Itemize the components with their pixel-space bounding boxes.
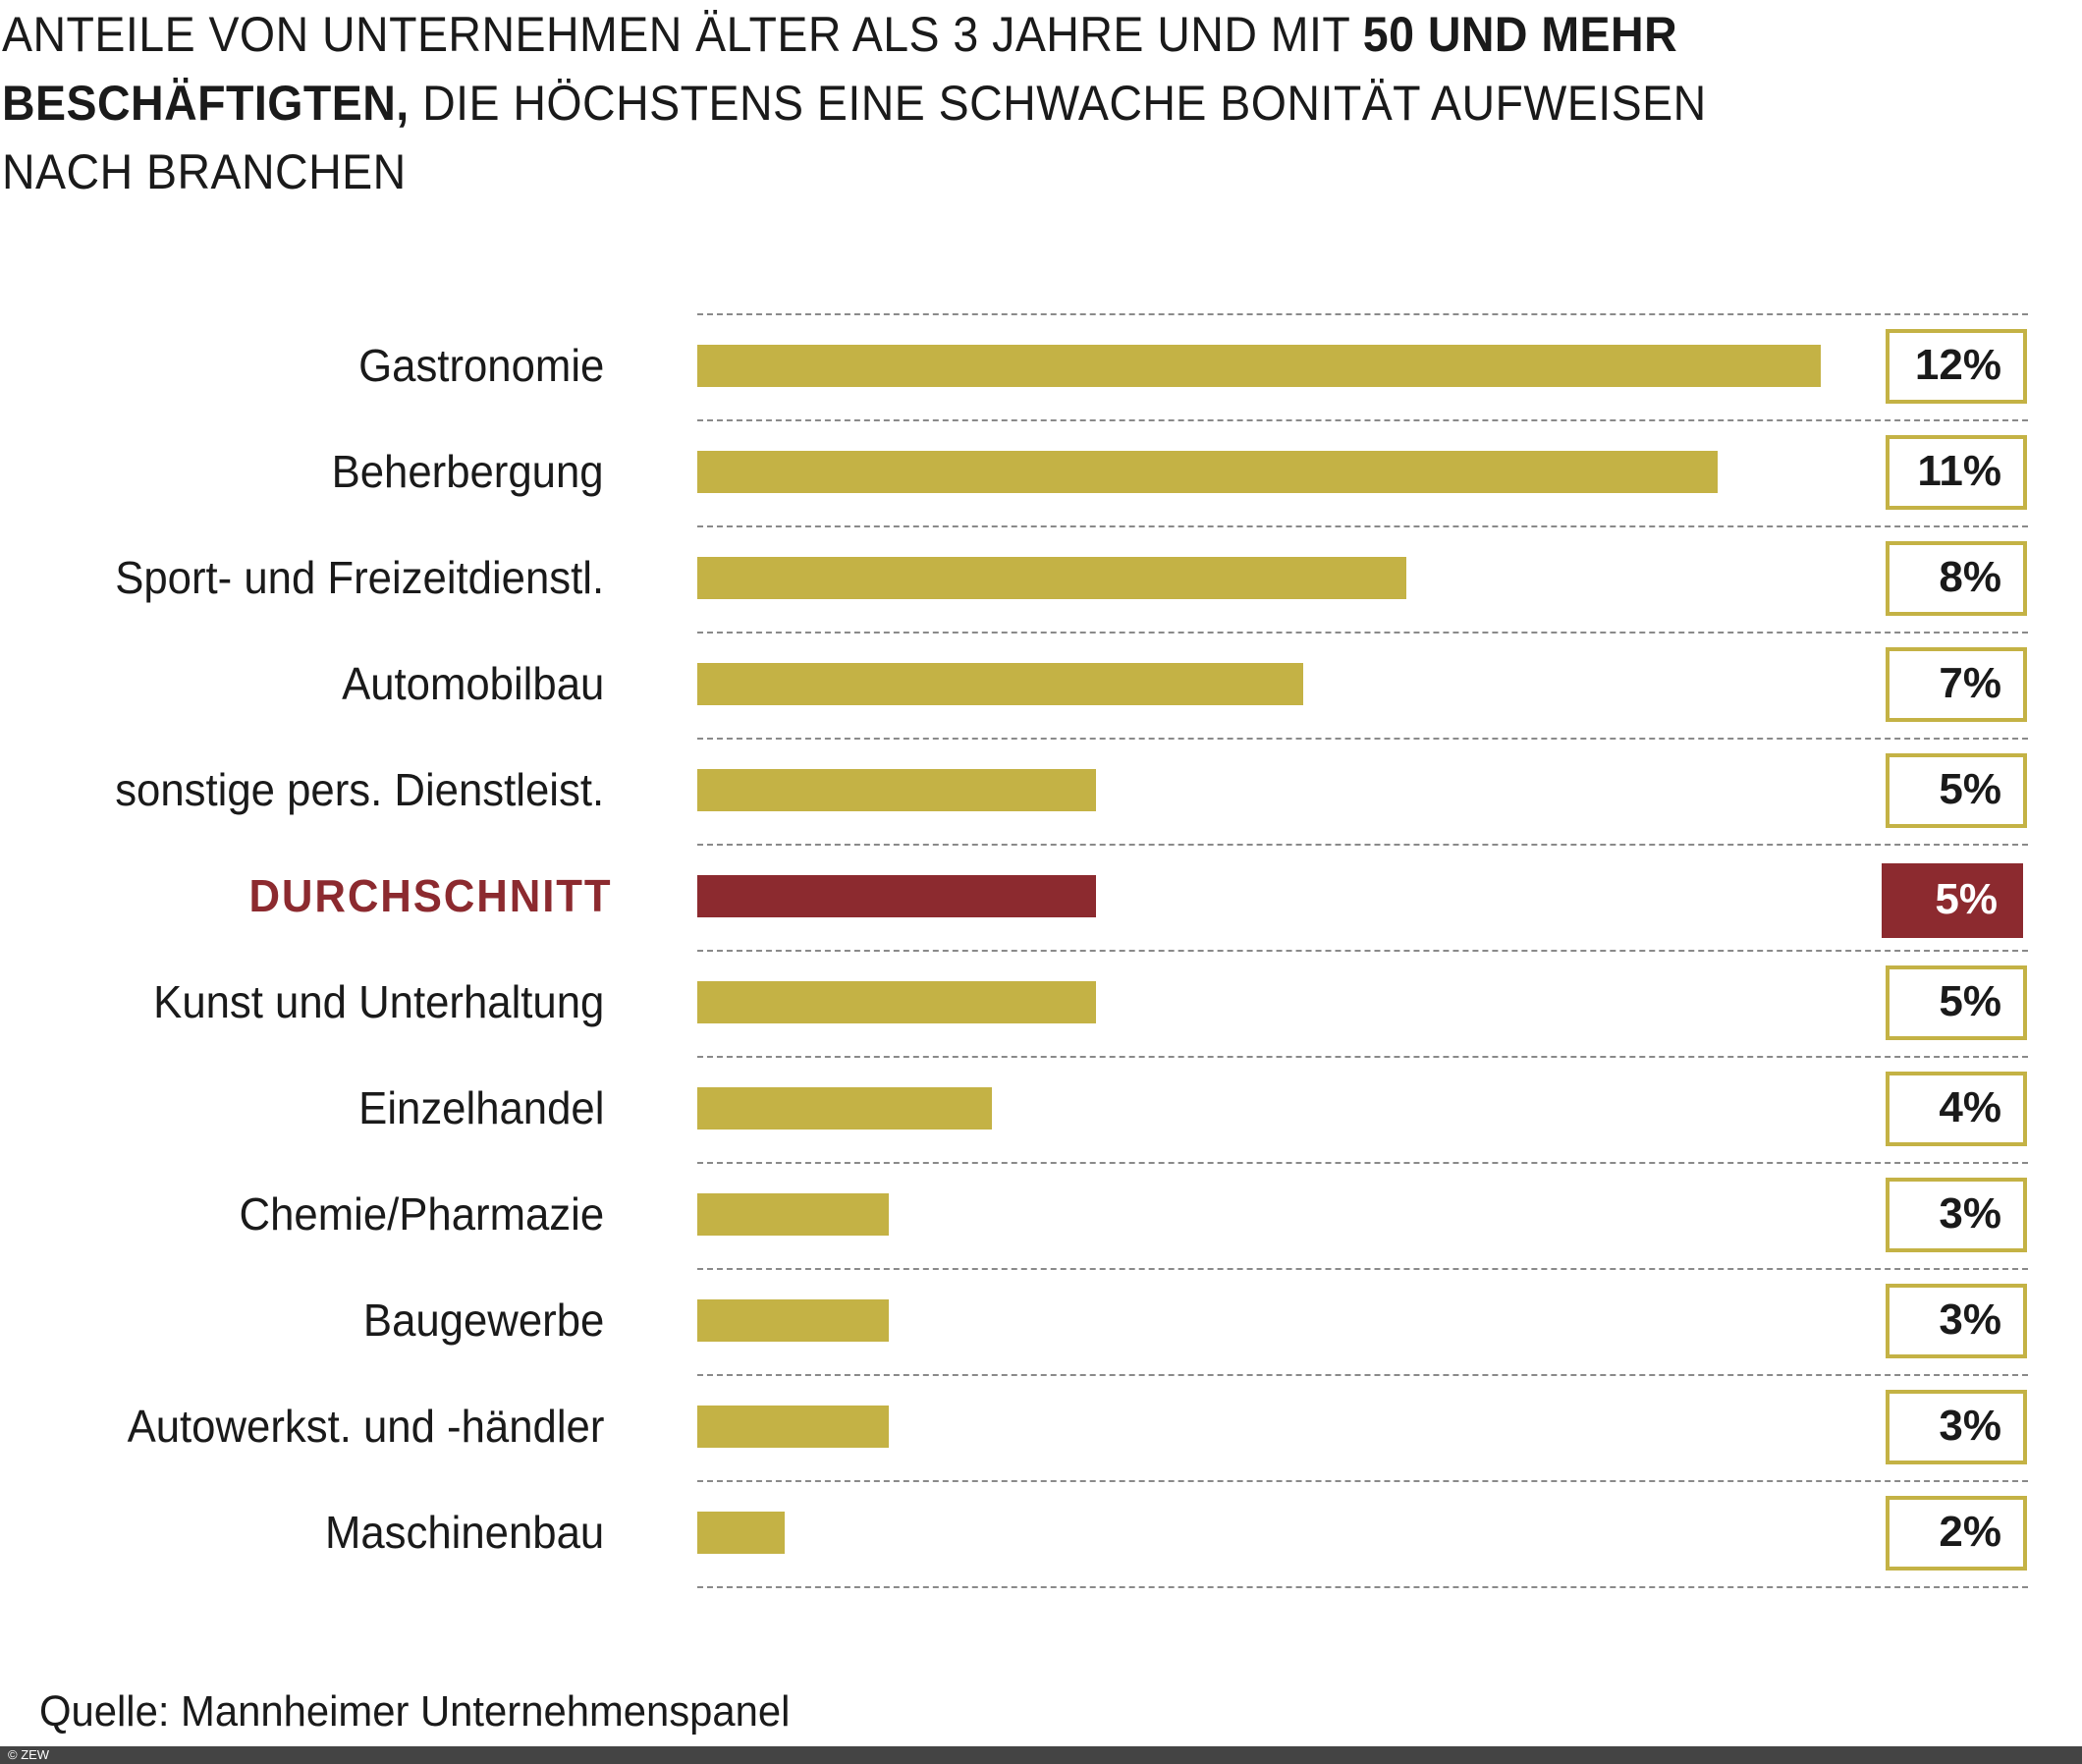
grid-line: [697, 1162, 2028, 1164]
title-text: NACH BRANCHEN: [2, 144, 407, 199]
grid-line: [697, 419, 2028, 421]
grid-line: [697, 950, 2028, 952]
category-label: Chemie/Pharmazie: [239, 1188, 604, 1240]
bar: [697, 1299, 889, 1342]
title-text: DIE HÖCHSTENS EINE SCHWACHE BONITÄT AUFW…: [409, 76, 1707, 131]
grid-line: [697, 525, 2028, 527]
value-label: 4%: [1939, 1083, 2001, 1131]
value-label-box: 5%: [1882, 863, 2023, 938]
value-label: 3%: [1939, 1189, 2001, 1238]
title-bold-text: 50 UND MEHR: [1362, 7, 1678, 62]
title-bold-text: BESCHÄFTIGTEN,: [2, 76, 410, 131]
grid-line: [697, 1586, 2028, 1588]
value-label-box: 5%: [1886, 753, 2027, 828]
source-note: Quelle: Mannheimer Unternehmenspanel: [39, 1687, 791, 1736]
value-label-box: 2%: [1886, 1496, 2027, 1571]
category-label: Einzelhandel: [357, 1082, 604, 1133]
value-label-box: 5%: [1886, 965, 2027, 1040]
value-label: 11%: [1917, 447, 2001, 495]
value-label-box: 8%: [1886, 541, 2027, 616]
bar: [697, 1193, 889, 1236]
title-line-3: NACH BRANCHEN: [2, 138, 1707, 206]
value-label-box: 11%: [1886, 435, 2027, 510]
category-label: Kunst und Unterhaltung: [152, 976, 604, 1027]
bar: [697, 451, 1718, 493]
value-label: 3%: [1939, 1402, 2001, 1450]
category-label: Sport- und Freizeitdienstl.: [115, 552, 604, 603]
bar: [697, 345, 1821, 387]
category-label: Maschinenbau: [324, 1507, 604, 1558]
value-label-box: 12%: [1886, 329, 2027, 404]
category-label: Baugewerbe: [362, 1295, 604, 1346]
average-bar: [697, 875, 1096, 917]
grid-line: [697, 1480, 2028, 1482]
bar: [697, 557, 1406, 599]
title-text: ANTEILE VON UNTERNEHMEN ÄLTER ALS 3 JAHR…: [2, 7, 1363, 62]
grid-line: [697, 1268, 2028, 1270]
chart-title: ANTEILE VON UNTERNEHMEN ÄLTER ALS 3 JAHR…: [2, 0, 1707, 206]
bar: [697, 663, 1303, 705]
grid-line: [697, 1374, 2028, 1376]
category-label: Beherbergung: [332, 446, 604, 497]
value-label: 5%: [1935, 875, 1998, 923]
footer-bar: © ZEW: [0, 1746, 2082, 1764]
value-label: 12%: [1914, 341, 2001, 389]
grid-line: [697, 1056, 2028, 1058]
value-label-box: 3%: [1886, 1284, 2027, 1358]
copyright: © ZEW: [8, 1747, 50, 1762]
grid-line: [697, 844, 2028, 846]
title-line-2: BESCHÄFTIGTEN, DIE HÖCHSTENS EINE SCHWAC…: [2, 69, 1707, 138]
grid-line: [697, 313, 2028, 315]
bar: [697, 981, 1096, 1023]
category-label: Automobilbau: [341, 658, 604, 709]
value-label: 5%: [1939, 977, 2001, 1025]
value-label-box: 7%: [1886, 647, 2027, 722]
bar: [697, 1512, 785, 1554]
grid-line: [697, 632, 2028, 634]
category-label: Gastronomie: [357, 340, 604, 391]
value-label: 3%: [1939, 1295, 2001, 1344]
value-label-box: 3%: [1886, 1178, 2027, 1252]
bar: [697, 1406, 889, 1448]
value-label: 5%: [1939, 765, 2001, 813]
value-label: 7%: [1939, 659, 2001, 707]
bar: [697, 1087, 992, 1130]
category-label: Autowerkst. und -händler: [127, 1401, 604, 1452]
value-label: 8%: [1939, 553, 2001, 601]
value-label-box: 4%: [1886, 1072, 2027, 1146]
title-line-1: ANTEILE VON UNTERNEHMEN ÄLTER ALS 3 JAHR…: [2, 0, 1707, 69]
value-label-box: 3%: [1886, 1390, 2027, 1464]
bar: [697, 769, 1096, 811]
category-label: DURCHSCHNITT: [248, 870, 612, 921]
grid-line: [697, 738, 2028, 740]
value-label: 2%: [1939, 1508, 2001, 1556]
category-label: sonstige pers. Dienstleist.: [115, 764, 604, 815]
